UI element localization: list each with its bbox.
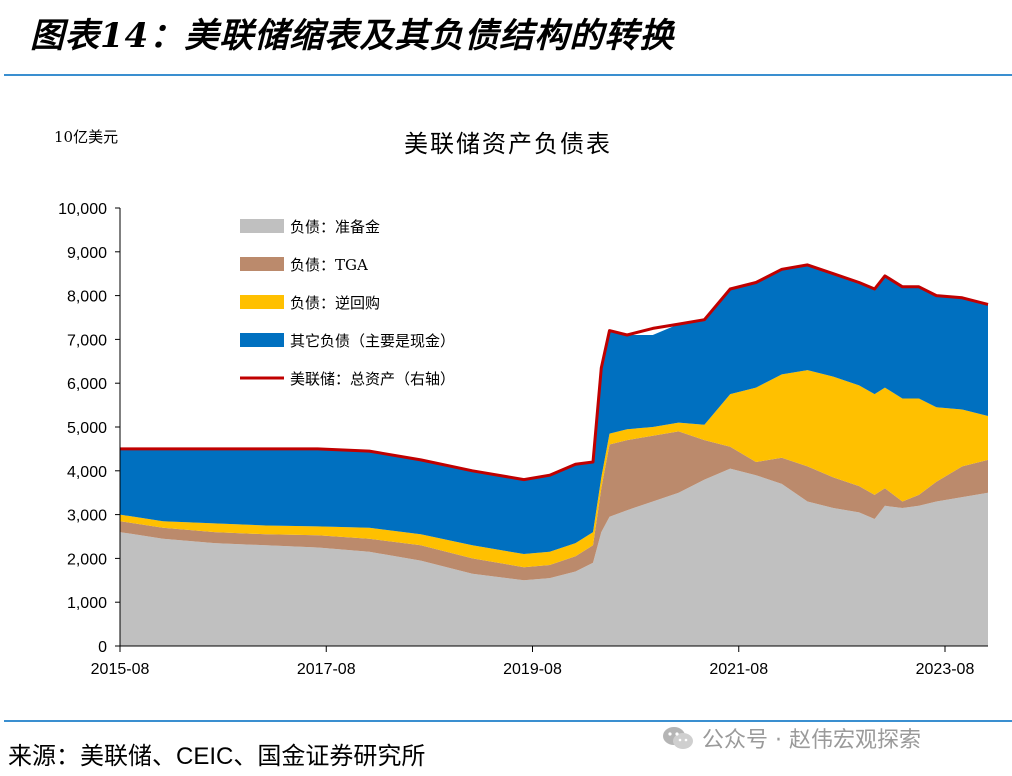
x-tick-label: 2019-08: [503, 661, 562, 678]
legend-label-tga: 负债：TGA: [290, 256, 368, 274]
y-tick-label: 0: [98, 639, 107, 656]
footer-rule: [4, 720, 1012, 722]
area-tga: [120, 431, 988, 581]
legend-swatch-reserves: [240, 219, 284, 233]
area-reserves: [120, 468, 988, 646]
area-other: [120, 264, 988, 554]
y-axis-unit-label: 10亿美元: [54, 128, 118, 146]
y-tick-label: 2,000: [67, 551, 107, 568]
stacked-areas: [120, 264, 988, 646]
line-total_assets: [120, 263, 989, 482]
watermark-text: 公众号 · 赵伟宏观探索: [702, 728, 921, 753]
y-tick-label: 8,000: [67, 289, 107, 306]
y-tick-label: 6,000: [67, 376, 107, 393]
balance-sheet-chart: 10亿美元 美联储资产负债表 0 1,000 2,000 3,000 4,000 5,00…: [54, 128, 989, 678]
y-tick-label: 9,000: [67, 245, 107, 262]
x-tick-label: 2017-08: [297, 661, 356, 678]
x-tick-label: 2015-08: [91, 661, 150, 678]
x-tick-label: 2021-08: [709, 661, 768, 678]
y-tick-label: 4,000: [67, 464, 107, 481]
header-rule: [4, 74, 1012, 76]
axes: 0 1,000 2,000 3,000 4,000 5,000 6,000 7,000 8,00…: [58, 201, 988, 678]
legend-label-reserves: 负债：准备金: [290, 218, 380, 236]
wechat-icon: [663, 727, 693, 749]
y-tick-label: 7,000: [67, 332, 107, 349]
y-tick-label: 1,000: [67, 595, 107, 612]
figure-title: 图表14：美联储缩表及其负债结构的转换: [30, 16, 675, 56]
source-note: 来源：美联储、CEIC、国金证券研究所: [8, 743, 426, 770]
legend-label-other: 其它负债（主要是现金）: [290, 332, 455, 350]
chart-title: 美联储资产负债表: [404, 130, 612, 158]
legend-swatch-reverse_repo: [240, 295, 284, 309]
y-tick-label: 5,000: [67, 420, 107, 437]
y-tick-label: 10,000: [58, 201, 107, 218]
legend-swatch-other: [240, 333, 284, 347]
x-tick-label: 2023-08: [916, 661, 975, 678]
watermark: 公众号 · 赵伟宏观探索: [662, 722, 921, 754]
legend-swatch-tga: [240, 257, 284, 271]
line-series: [120, 263, 989, 482]
y-tick-label: 3,000: [67, 508, 107, 525]
area-reverse_repo: [120, 370, 988, 568]
legend-label-reverse_repo: 负债：逆回购: [290, 294, 380, 312]
legend-label-total_assets: 美联储：总资产（右轴）: [290, 370, 455, 388]
